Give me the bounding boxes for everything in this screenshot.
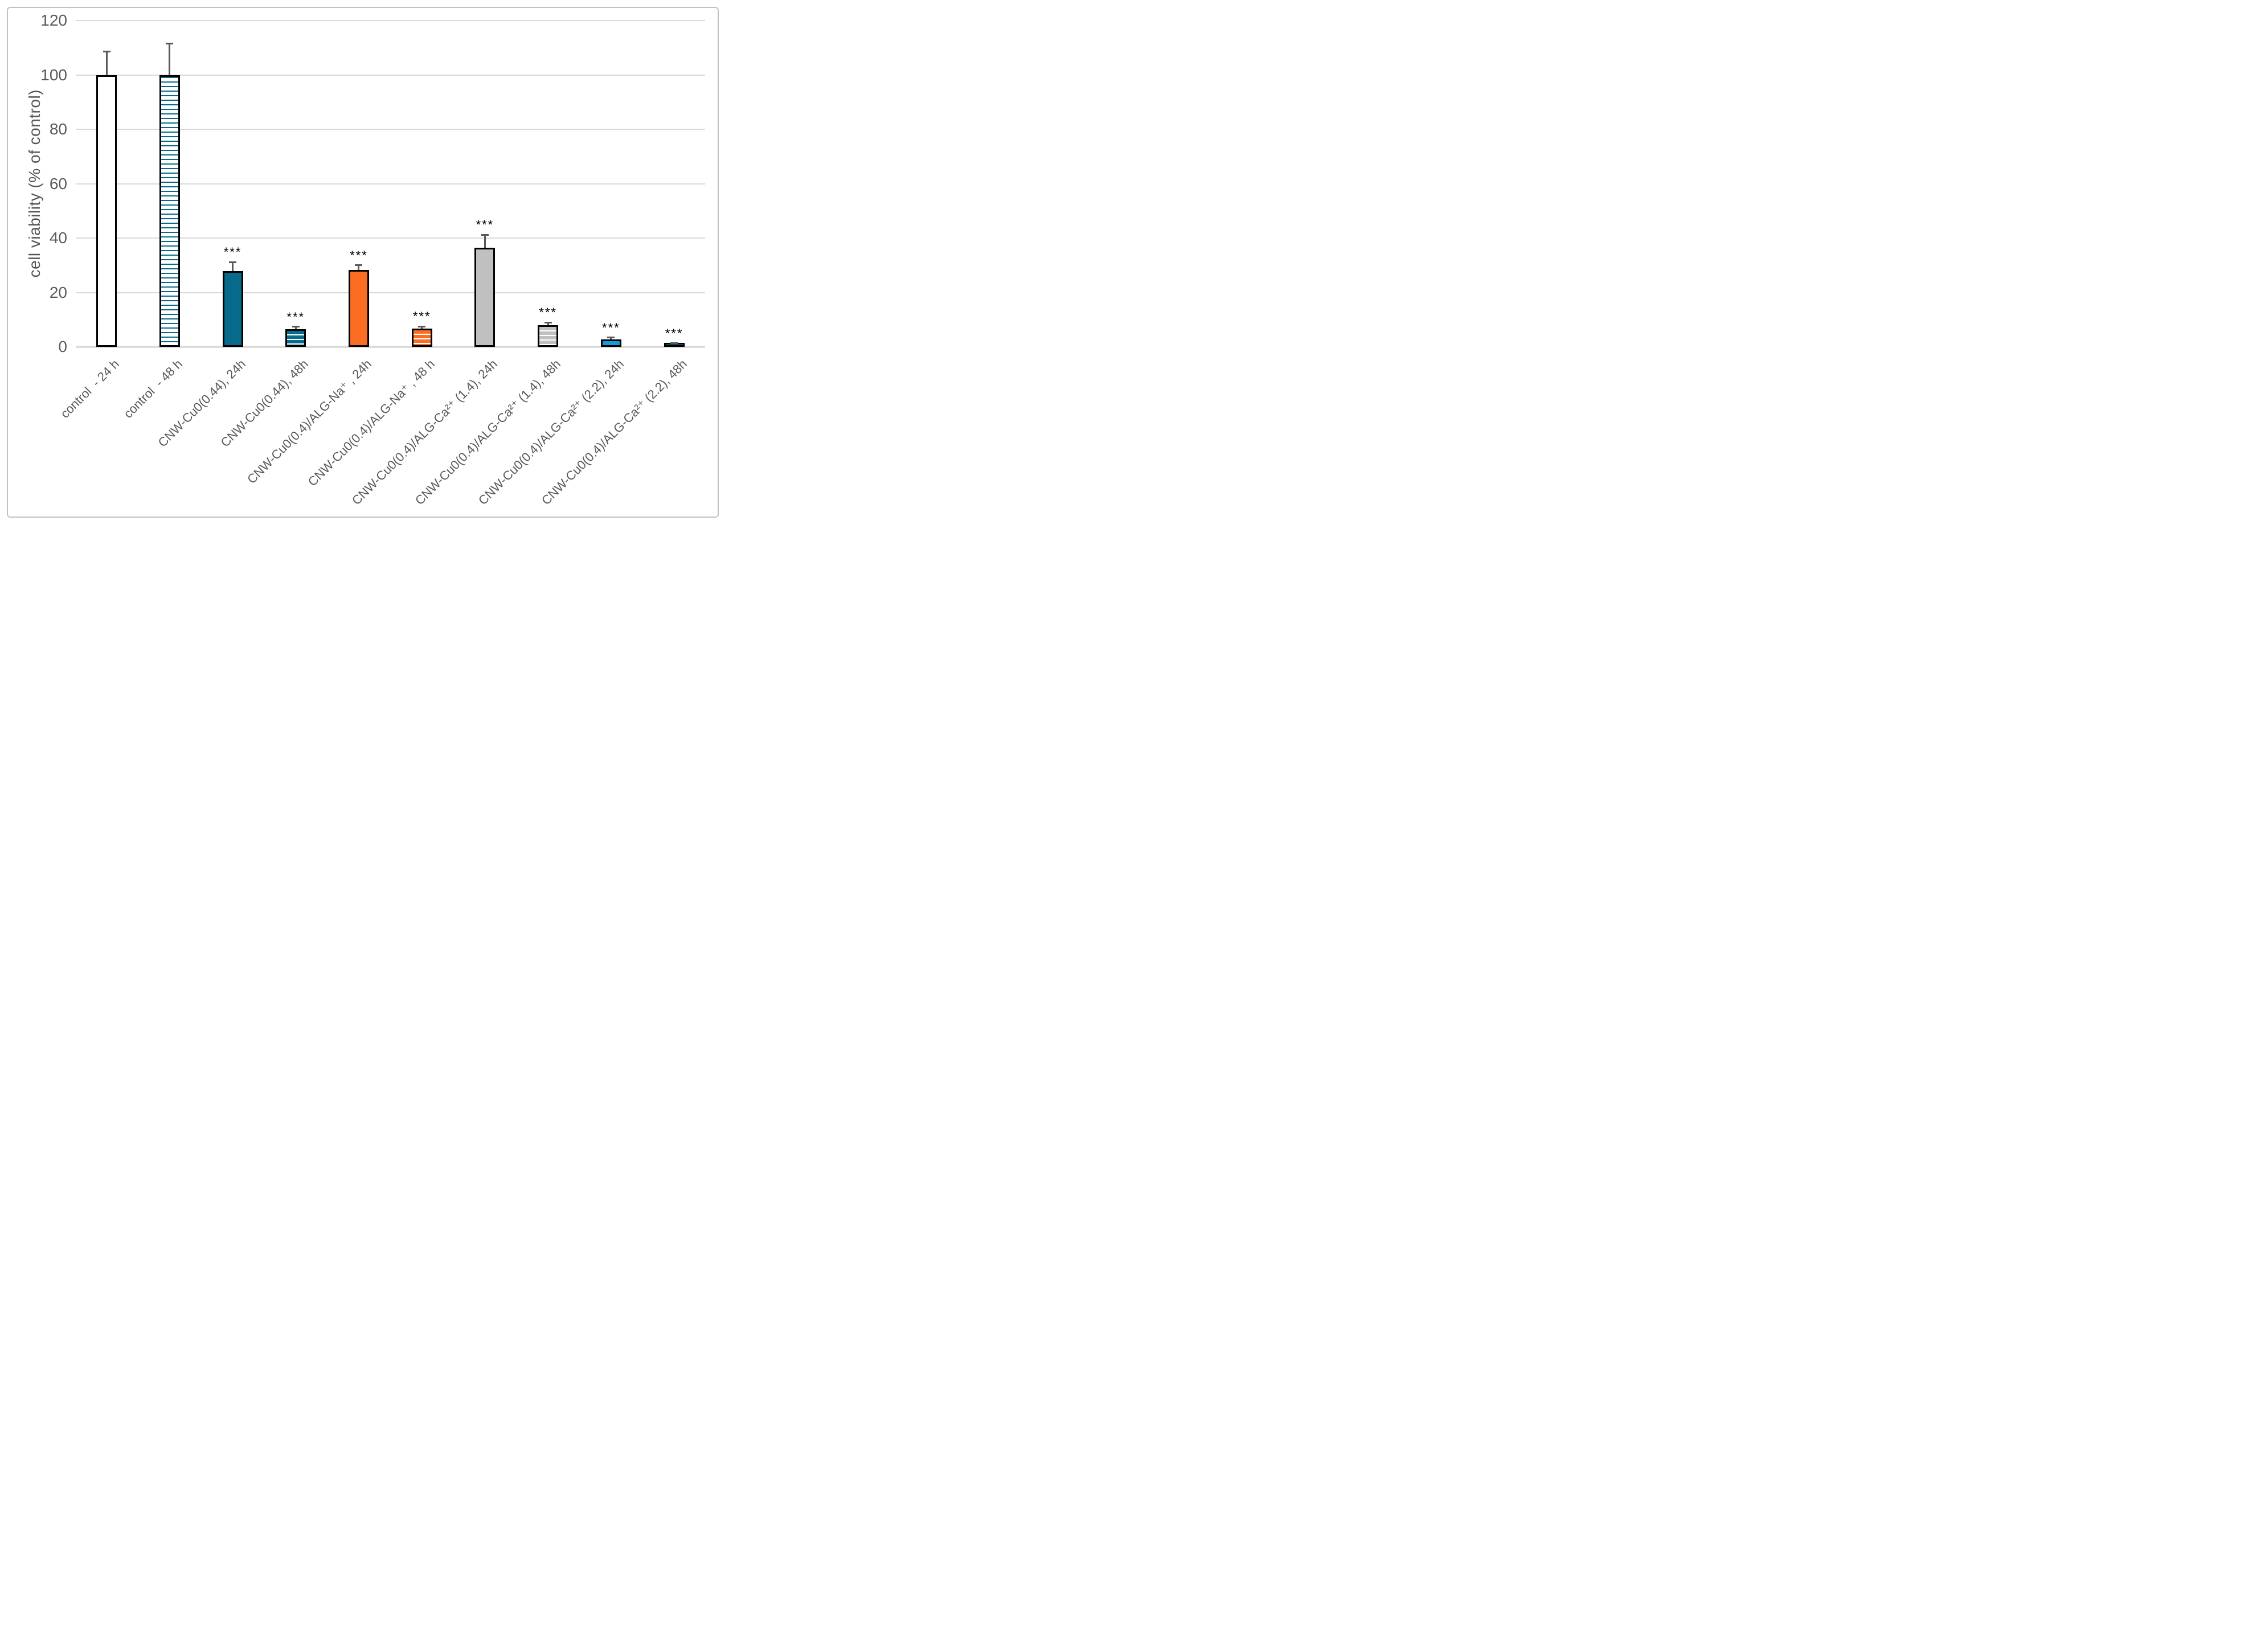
- bar-7: [474, 247, 496, 347]
- significance-stars-3: ***: [223, 245, 242, 260]
- significance-stars-6: ***: [412, 309, 431, 324]
- gridline-0: [76, 346, 705, 348]
- error-bar-stem-2: [169, 43, 171, 75]
- plot-area: *** *** *** *** *** *** *** ***: [76, 21, 705, 347]
- significance-stars-10: ***: [665, 326, 683, 341]
- significance-stars-7: ***: [476, 218, 494, 232]
- significance-stars-9: ***: [602, 320, 620, 335]
- y-tick-label-100: 100: [40, 65, 67, 84]
- chart-page: cell viability (% of control) 120 100 80 60…: [0, 0, 726, 525]
- error-bar-stem-1: [105, 51, 108, 75]
- error-bar-cap-7: [481, 233, 489, 236]
- bar-9: [600, 339, 621, 347]
- gridline-80: [76, 129, 705, 130]
- bar-3: [222, 271, 243, 347]
- gridline-100: [76, 74, 705, 76]
- gridline-40: [76, 237, 705, 239]
- y-tick-label-20: 20: [49, 283, 67, 301]
- error-bar-stem-8: [547, 322, 549, 325]
- y-tick-label-80: 80: [49, 120, 67, 138]
- y-tick-label-40: 40: [49, 229, 67, 247]
- gridline-60: [76, 183, 705, 185]
- gridline-20: [76, 292, 705, 293]
- significance-stars-5: ***: [350, 248, 368, 263]
- error-bar-cap-5: [355, 264, 363, 267]
- y-tick-label-60: 60: [49, 174, 67, 192]
- bar-8: [538, 325, 559, 347]
- error-bar-stem-5: [358, 265, 360, 270]
- error-bar-stem-3: [232, 262, 234, 271]
- error-bar-stem-4: [294, 326, 297, 330]
- bar-chart-figure: cell viability (% of control) 120 100 80 60…: [7, 7, 719, 518]
- bar-1: [96, 75, 117, 347]
- error-bar-cap-9: [607, 337, 615, 339]
- significance-stars-8: ***: [539, 305, 557, 320]
- error-bar-cap-4: [292, 326, 300, 328]
- significance-stars-4: ***: [286, 309, 305, 324]
- x-axis-category-labels: control - 24 h control - 48 h CNW-Cu0(0.44…: [58, 353, 705, 517]
- error-bar-stem-6: [421, 326, 423, 329]
- bar-6: [411, 329, 432, 347]
- error-bar-cap-10: [670, 342, 678, 345]
- error-bar-cap-1: [103, 50, 110, 52]
- error-bar-cap-8: [544, 321, 552, 323]
- error-bar-cap-2: [166, 43, 174, 45]
- bar-5: [348, 269, 369, 347]
- y-tick-label-0: 0: [58, 338, 67, 355]
- gridline-120: [76, 20, 705, 21]
- y-tick-label-120: 120: [40, 11, 67, 29]
- error-bar-cap-3: [229, 261, 237, 263]
- error-bar-cap-6: [418, 325, 426, 327]
- bar-4: [285, 329, 306, 347]
- error-bar-stem-7: [484, 235, 486, 248]
- bar-2: [159, 75, 180, 347]
